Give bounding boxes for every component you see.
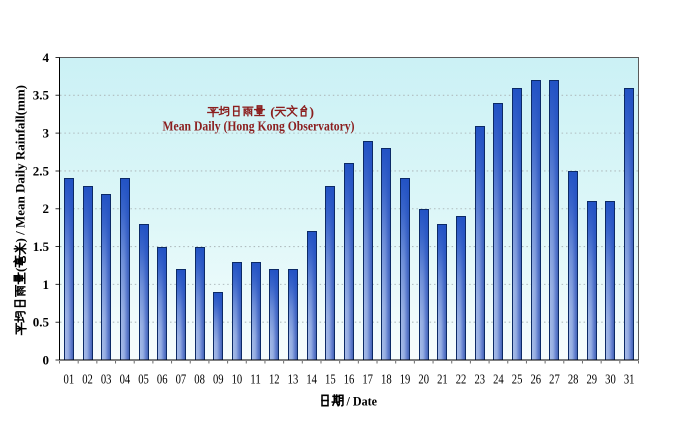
svg-text:Mean Daily (Hong Kong Observat: Mean Daily (Hong Kong Observatory) (163, 119, 355, 134)
svg-text:31: 31 (624, 373, 635, 388)
svg-text:13: 13 (288, 373, 299, 388)
svg-text:25: 25 (512, 373, 523, 388)
svg-text:27: 27 (549, 373, 560, 388)
svg-text:21: 21 (437, 373, 448, 388)
svg-text:(: ( (13, 268, 28, 272)
svg-text:01: 01 (64, 373, 75, 388)
svg-text:3: 3 (43, 126, 50, 141)
svg-text:09: 09 (213, 373, 224, 388)
svg-text:12: 12 (269, 373, 280, 388)
svg-text:) / Mean Daily Rainfall(mm): ) / Mean Daily Rainfall(mm) (14, 85, 28, 243)
svg-text:30: 30 (605, 373, 616, 388)
svg-text:15: 15 (325, 373, 336, 388)
svg-text:1.5: 1.5 (33, 239, 50, 254)
svg-text:19: 19 (400, 373, 411, 388)
svg-text:2: 2 (43, 201, 50, 216)
svg-text:4: 4 (43, 50, 50, 65)
svg-text:07: 07 (176, 373, 187, 388)
svg-text:18: 18 (381, 373, 392, 388)
svg-text:22: 22 (456, 373, 467, 388)
svg-text:/ Date: / Date (346, 393, 378, 408)
svg-text:): ) (309, 106, 314, 121)
svg-text:24: 24 (493, 373, 504, 388)
svg-text:2.5: 2.5 (33, 163, 50, 178)
svg-text:3.5: 3.5 (33, 88, 50, 103)
svg-text:10: 10 (232, 373, 243, 388)
svg-text:1: 1 (43, 277, 50, 292)
svg-text:20: 20 (418, 373, 429, 388)
svg-text:(: ( (270, 106, 275, 121)
svg-text:16: 16 (344, 373, 355, 388)
svg-text:08: 08 (194, 373, 205, 388)
svg-text:29: 29 (587, 373, 598, 388)
svg-text:0: 0 (43, 352, 50, 367)
svg-text:26: 26 (530, 373, 541, 388)
svg-text:02: 02 (82, 373, 93, 388)
svg-text:04: 04 (120, 373, 131, 388)
svg-text:05: 05 (138, 373, 149, 388)
svg-text:23: 23 (474, 373, 485, 388)
svg-text:06: 06 (157, 373, 168, 388)
svg-text:28: 28 (568, 373, 579, 388)
svg-text:11: 11 (250, 373, 261, 388)
svg-text:03: 03 (101, 373, 112, 388)
svg-text:17: 17 (362, 373, 373, 388)
svg-text:0.5: 0.5 (33, 315, 50, 330)
svg-text:14: 14 (306, 373, 317, 388)
